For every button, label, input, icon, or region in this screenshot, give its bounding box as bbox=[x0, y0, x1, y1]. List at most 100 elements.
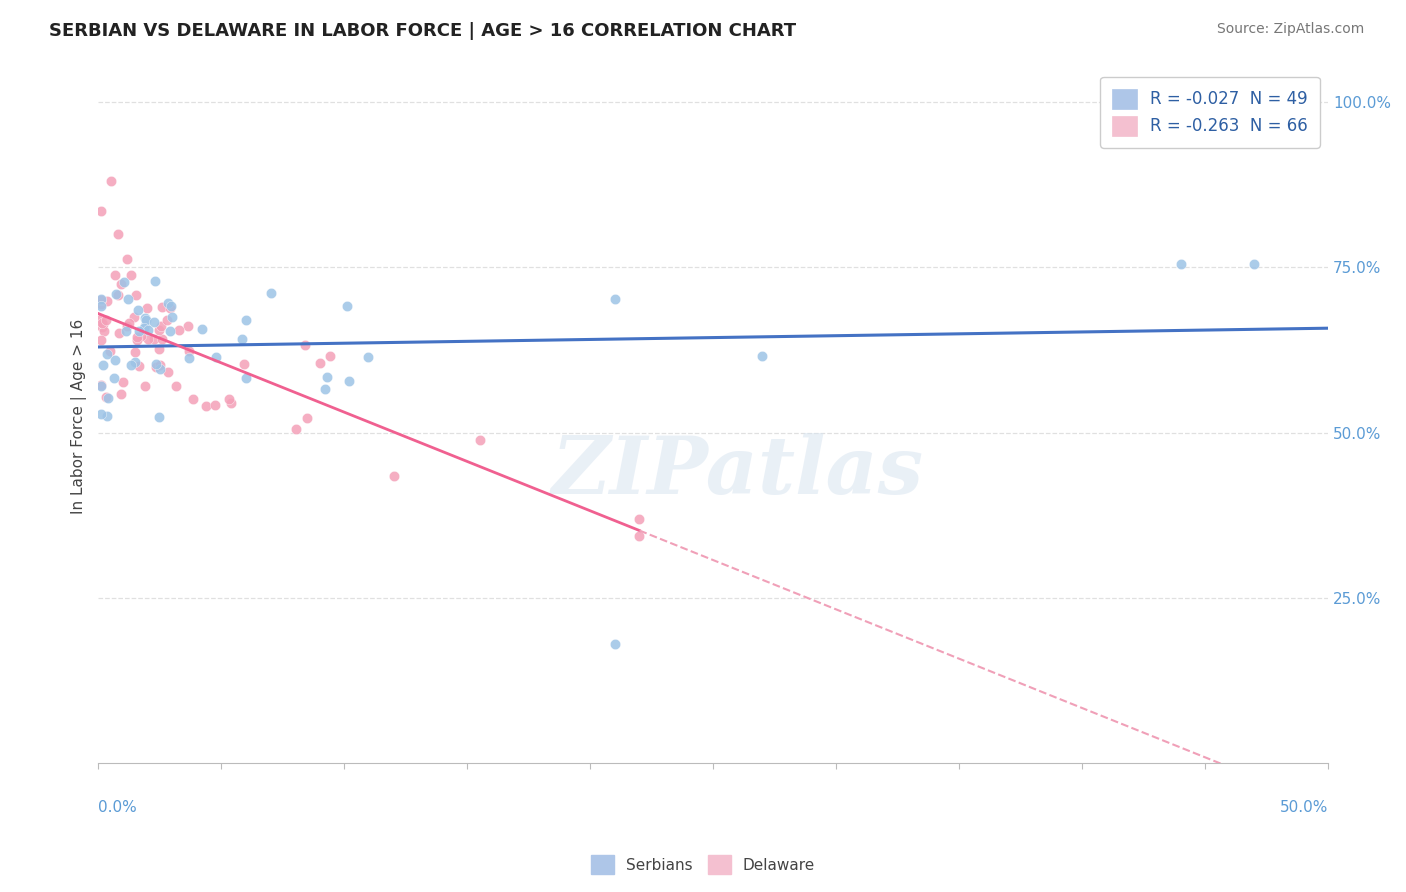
Point bbox=[103, 370, 125, 384]
Point bbox=[145, 359, 167, 374]
Point bbox=[120, 358, 142, 372]
Point bbox=[337, 374, 360, 388]
Point bbox=[100, 174, 122, 188]
Point bbox=[91, 317, 114, 331]
Point bbox=[218, 392, 240, 406]
Point bbox=[96, 347, 118, 361]
Point bbox=[90, 407, 112, 421]
Point bbox=[128, 324, 150, 338]
Point bbox=[90, 296, 112, 310]
Point bbox=[115, 252, 138, 266]
Point bbox=[97, 391, 120, 405]
Point bbox=[235, 312, 257, 326]
Point bbox=[148, 342, 170, 356]
Point bbox=[319, 350, 342, 364]
Point bbox=[90, 319, 112, 334]
Legend: R = -0.027  N = 49, R = -0.263  N = 66: R = -0.027 N = 49, R = -0.263 N = 66 bbox=[1101, 77, 1320, 147]
Point bbox=[115, 319, 138, 334]
Point bbox=[167, 323, 190, 337]
Point bbox=[93, 324, 115, 338]
Point bbox=[128, 359, 150, 373]
Point bbox=[104, 286, 127, 301]
Point bbox=[259, 285, 281, 300]
Point bbox=[204, 398, 226, 412]
Point bbox=[112, 275, 135, 289]
Point bbox=[235, 370, 257, 384]
Point bbox=[177, 319, 200, 334]
Point bbox=[628, 511, 651, 525]
Point bbox=[90, 377, 112, 392]
Point bbox=[751, 349, 773, 363]
Point bbox=[132, 321, 155, 335]
Point bbox=[96, 294, 118, 309]
Point bbox=[156, 365, 179, 379]
Point bbox=[143, 275, 166, 289]
Point bbox=[284, 422, 307, 436]
Point bbox=[315, 369, 337, 384]
Point bbox=[148, 322, 170, 336]
Point bbox=[143, 315, 166, 329]
Point bbox=[183, 392, 205, 406]
Y-axis label: In Labor Force | Age > 16: In Labor Force | Age > 16 bbox=[72, 318, 87, 514]
Point bbox=[136, 301, 159, 316]
Point bbox=[90, 299, 112, 313]
Point bbox=[1243, 257, 1265, 271]
Point bbox=[125, 333, 148, 347]
Point bbox=[124, 344, 146, 359]
Point bbox=[159, 301, 181, 315]
Point bbox=[148, 409, 170, 424]
Text: ZIPatlas: ZIPatlas bbox=[551, 433, 924, 510]
Point bbox=[107, 288, 129, 302]
Point bbox=[160, 310, 183, 324]
Point bbox=[104, 353, 127, 368]
Point bbox=[145, 357, 167, 371]
Point bbox=[108, 326, 131, 340]
Point bbox=[134, 319, 156, 334]
Point bbox=[117, 292, 139, 306]
Point bbox=[156, 296, 179, 310]
Point bbox=[142, 333, 165, 347]
Text: 0.0%: 0.0% bbox=[98, 800, 138, 815]
Point bbox=[468, 434, 491, 448]
Point bbox=[1170, 257, 1192, 271]
Point bbox=[314, 382, 336, 396]
Point bbox=[231, 332, 253, 346]
Point bbox=[194, 399, 217, 413]
Point bbox=[294, 337, 316, 351]
Point bbox=[98, 343, 121, 358]
Point bbox=[219, 396, 242, 410]
Point bbox=[91, 317, 114, 331]
Point bbox=[628, 529, 651, 543]
Point bbox=[295, 410, 318, 425]
Point bbox=[90, 293, 112, 307]
Point bbox=[90, 311, 112, 326]
Point bbox=[138, 323, 160, 337]
Point bbox=[603, 637, 626, 651]
Point bbox=[90, 379, 112, 393]
Text: 50.0%: 50.0% bbox=[1279, 800, 1329, 815]
Point bbox=[150, 300, 173, 314]
Point bbox=[115, 324, 138, 338]
Point bbox=[382, 468, 405, 483]
Point bbox=[96, 409, 118, 424]
Point bbox=[156, 313, 179, 327]
Point bbox=[134, 311, 156, 326]
Point bbox=[124, 310, 146, 324]
Point bbox=[96, 312, 118, 326]
Point bbox=[125, 330, 148, 344]
Point bbox=[134, 379, 156, 393]
Point bbox=[129, 329, 152, 343]
Point bbox=[205, 350, 228, 364]
Text: Source: ZipAtlas.com: Source: ZipAtlas.com bbox=[1216, 22, 1364, 37]
Point bbox=[165, 378, 187, 392]
Point bbox=[160, 299, 183, 313]
Point bbox=[191, 322, 214, 336]
Point bbox=[110, 277, 132, 292]
Point bbox=[233, 358, 256, 372]
Point bbox=[603, 292, 626, 306]
Point bbox=[149, 358, 172, 372]
Point bbox=[308, 356, 330, 370]
Text: SERBIAN VS DELAWARE IN LABOR FORCE | AGE > 16 CORRELATION CHART: SERBIAN VS DELAWARE IN LABOR FORCE | AGE… bbox=[49, 22, 796, 40]
Point bbox=[90, 204, 112, 219]
Point bbox=[336, 299, 359, 313]
